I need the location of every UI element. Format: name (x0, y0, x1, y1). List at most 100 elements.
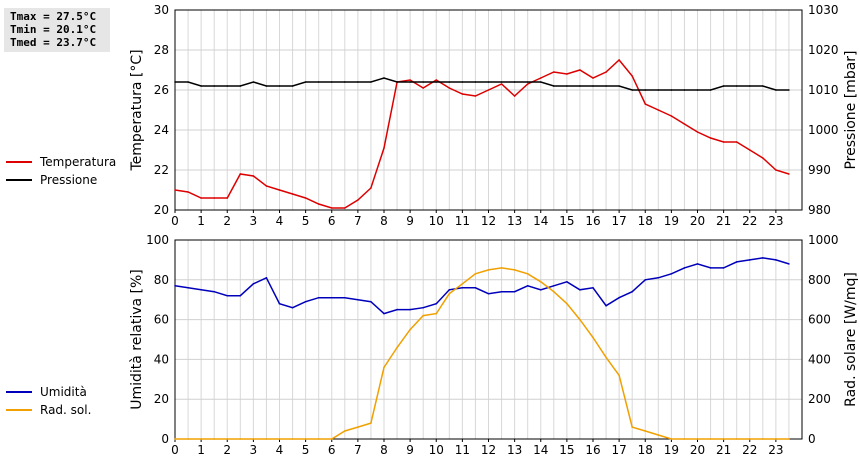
chart1-point (644, 89, 647, 91)
chart2-point (396, 308, 398, 311)
chart1-ytick-label: 24 (154, 123, 169, 137)
chart1-point (566, 85, 568, 87)
chart2-y2tick-label: 0 (808, 432, 816, 446)
chart2-ytick-label: 80 (154, 273, 169, 287)
chart2-point (788, 263, 790, 265)
chart2-point (278, 302, 281, 305)
tmax-text: Tmax = 27.5°C (10, 10, 97, 23)
chart2-point (213, 290, 215, 293)
chart2-point (252, 438, 255, 440)
chart1-point (788, 89, 790, 91)
chart2-point (370, 422, 372, 424)
chart1-point (657, 109, 660, 111)
chart1-xtick-label: 10 (429, 214, 444, 228)
chart1-point (344, 81, 346, 83)
chart2-xtick-label: 6 (328, 443, 336, 457)
chart1-point (553, 71, 555, 73)
tmed-text: Tmed = 23.7°C (10, 36, 97, 49)
chart1-xtick-label: 11 (455, 214, 470, 228)
legend-temperatura-label: Temperatura (40, 155, 117, 169)
chart2-xtick-label: 15 (559, 443, 574, 457)
chart1-point (422, 81, 425, 83)
chart1-point (200, 197, 202, 199)
chart2-point (226, 294, 229, 297)
chart2-xtick-label: 23 (768, 443, 783, 457)
legend-pressione-label: Pressione (40, 173, 98, 187)
chart2-point (579, 289, 581, 291)
chart2-point (722, 438, 725, 440)
chart2-xtick-label: 7 (354, 443, 362, 457)
chart1-point (174, 81, 176, 83)
chart1-point (618, 59, 620, 61)
chart1-xtick-label: 18 (638, 214, 653, 228)
chart2-point (644, 430, 647, 432)
chart1-point (331, 207, 333, 209)
chart1-point (435, 81, 438, 83)
chart1-point (187, 191, 189, 193)
chart2-point (213, 438, 215, 440)
chart1-point (435, 79, 438, 81)
chart2-xtick-label: 22 (742, 443, 757, 457)
chart2-point (762, 257, 764, 259)
chart1-point (709, 89, 712, 91)
chart2-point (435, 302, 438, 305)
legend-temperatura: Temperatura (6, 154, 116, 170)
tmin-text: Tmin = 20.1°C (10, 23, 97, 36)
chart2-point (435, 312, 438, 315)
legend-umidita: Umidità (6, 384, 87, 400)
chart1-point (357, 81, 359, 83)
chart1-ytick-label: 28 (154, 43, 169, 57)
chart2-xtick-label: 3 (250, 443, 258, 457)
chart1-point (696, 131, 699, 133)
chart2-point (605, 304, 607, 307)
chart1-point (213, 197, 215, 199)
chart1-point (749, 85, 751, 87)
chart2-point (187, 287, 189, 289)
chart1-point (278, 189, 281, 191)
chart2-point (239, 294, 242, 297)
chart1-point (200, 85, 202, 87)
chart1-point (775, 89, 777, 91)
chart2-xtick-label: 4 (276, 443, 284, 457)
chart2-point (775, 259, 777, 261)
chart1-point (500, 83, 503, 85)
chart2-y2tick-label: 600 (808, 313, 831, 327)
chart2-point (775, 438, 777, 440)
chart1-point (291, 85, 294, 87)
chart1-y2tick-label: 990 (808, 163, 831, 177)
chart2-point (500, 267, 503, 269)
chart1-point (187, 81, 189, 83)
chart2-point (709, 438, 712, 440)
chart2-ytick-label: 60 (154, 313, 169, 327)
chart2-point (500, 290, 503, 293)
chart2-point (683, 438, 686, 440)
chart1-point (317, 81, 320, 83)
chart2-point (174, 438, 176, 440)
chart1-point (474, 81, 477, 83)
chart2-point (579, 318, 581, 321)
chart2-ytick-label: 40 (154, 352, 169, 366)
chart1-point (344, 207, 346, 209)
chart2-ylabel: Umidità relativa [%] (129, 269, 145, 410)
chart2-point (513, 269, 516, 271)
chart2-point (696, 263, 699, 265)
chart1-xtick-label: 19 (664, 214, 679, 228)
legend-radsol-swatch (6, 409, 32, 411)
chart1-ytick-label: 26 (154, 83, 169, 97)
chart2-y2tick-label: 1000 (808, 233, 839, 247)
chart2-point (331, 438, 333, 440)
chart2-point (605, 356, 607, 359)
chart2-xtick-label: 21 (716, 443, 731, 457)
chart1-xtick-label: 1 (197, 214, 205, 228)
chart1-point (383, 77, 385, 79)
chart1-xtick-label: 17 (611, 214, 626, 228)
chart1-xtick-label: 0 (171, 214, 179, 228)
chart2-point (735, 261, 738, 263)
chart2-point (553, 285, 555, 287)
legend-temperatura-swatch (6, 161, 32, 163)
chart1-y2tick-label: 980 (808, 203, 831, 217)
chart2-point (696, 438, 699, 440)
chart1-xtick-label: 15 (559, 214, 574, 228)
chart2-point (265, 438, 268, 440)
